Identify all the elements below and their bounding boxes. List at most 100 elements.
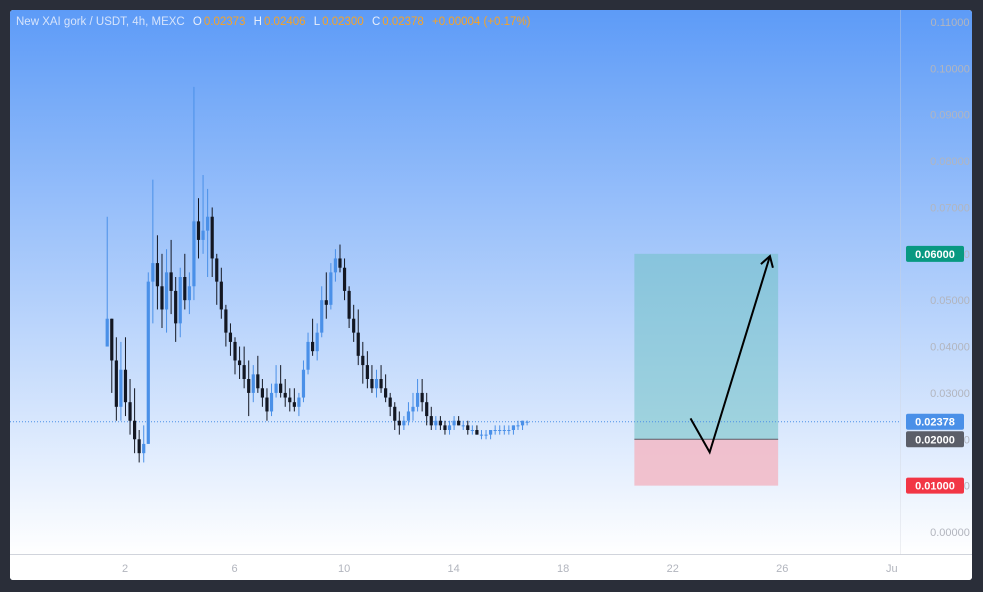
candle-body[interactable] [466, 425, 470, 430]
candlestick-series[interactable] [105, 86, 529, 463]
candle-body[interactable] [457, 420, 461, 426]
candle-body[interactable] [420, 392, 424, 403]
chart-panel[interactable]: 0.11000 0.10000 0.09000 0.08000 0.07000 0.060… [10, 10, 972, 580]
candle-body[interactable] [493, 430, 497, 431]
candle-body[interactable] [224, 309, 228, 333]
candle-body[interactable] [201, 230, 205, 240]
candle-body[interactable] [142, 443, 146, 454]
candle-body[interactable] [370, 379, 374, 389]
candle-body[interactable] [406, 411, 411, 421]
candle-body[interactable] [256, 374, 260, 389]
candle-body[interactable] [475, 430, 479, 435]
chart-canvas[interactable]: 0.11000 0.10000 0.09000 0.08000 0.07000 0.060… [10, 10, 972, 580]
candle-body[interactable] [484, 434, 488, 436]
candle-body[interactable] [374, 379, 379, 389]
candle-body[interactable] [520, 420, 525, 426]
candle-body[interactable] [447, 425, 452, 430]
candle-body[interactable] [210, 216, 214, 259]
candle-body[interactable] [219, 281, 223, 310]
candle-body[interactable] [511, 425, 516, 430]
candle-body[interactable] [507, 430, 511, 431]
candle-body[interactable] [452, 420, 456, 426]
candle-body[interactable] [415, 392, 420, 407]
candle-body[interactable] [146, 281, 150, 444]
candle-body[interactable] [461, 425, 465, 427]
candle-body[interactable] [292, 402, 296, 407]
candle-body[interactable] [178, 277, 182, 324]
candle-body[interactable] [306, 341, 310, 370]
candle-body[interactable] [297, 397, 301, 407]
candle-body[interactable] [137, 439, 141, 454]
candle-body[interactable] [338, 258, 342, 268]
candle-body[interactable] [489, 430, 493, 435]
candle-body[interactable] [333, 258, 338, 273]
candle-body[interactable] [470, 430, 474, 431]
candle-body[interactable] [347, 290, 351, 319]
candle-body[interactable] [329, 272, 333, 305]
candle-body[interactable] [133, 420, 137, 440]
candle-body[interactable] [196, 221, 201, 240]
candle-body[interactable] [356, 332, 360, 356]
candle-body[interactable] [183, 277, 187, 301]
candle-body[interactable] [393, 406, 397, 421]
candle-body[interactable] [379, 379, 383, 389]
projection-path[interactable] [689, 255, 771, 455]
candle-body[interactable] [237, 360, 242, 366]
candle-body[interactable] [128, 402, 132, 421]
candle-body[interactable] [269, 392, 274, 412]
candle-body[interactable] [352, 318, 356, 333]
candle-body[interactable] [384, 388, 388, 398]
candle-body[interactable] [498, 430, 502, 431]
candle-body[interactable] [169, 272, 173, 291]
profit-zone[interactable] [634, 253, 779, 440]
candle-body[interactable] [443, 425, 447, 430]
projection-arrow[interactable] [689, 254, 774, 455]
candle-body[interactable] [260, 388, 264, 398]
candle-body[interactable] [164, 272, 169, 310]
candle-body[interactable] [119, 369, 123, 407]
candle-body[interactable] [388, 397, 392, 407]
candle-body[interactable] [110, 318, 114, 361]
candle-body[interactable] [155, 263, 160, 287]
time-axis[interactable]: 2 6 10 14 18 22 26 Ju [122, 563, 898, 575]
candle-body[interactable] [288, 397, 292, 403]
candle-body[interactable] [320, 300, 324, 333]
candle-body[interactable] [279, 383, 283, 393]
candle-body[interactable] [361, 355, 365, 366]
candle-body[interactable] [324, 300, 328, 305]
candle-body[interactable] [187, 286, 191, 301]
candle-body[interactable] [438, 420, 442, 426]
long-position-tool[interactable] [634, 253, 779, 486]
candle-body[interactable] [315, 332, 319, 352]
candle-body[interactable] [397, 420, 401, 426]
candle-body[interactable] [247, 379, 251, 393]
candle-body[interactable] [242, 365, 246, 379]
candle-body[interactable] [411, 406, 415, 412]
candle-body[interactable] [233, 341, 237, 361]
candle-body[interactable] [160, 286, 164, 310]
candle-body[interactable] [105, 318, 109, 347]
candle-body[interactable] [434, 420, 438, 426]
candle-body[interactable] [525, 421, 529, 423]
candle-body[interactable] [251, 374, 255, 393]
candle-body[interactable] [283, 392, 287, 398]
candle-body[interactable] [365, 365, 369, 379]
candle-body[interactable] [274, 383, 278, 393]
candle-body[interactable] [215, 258, 219, 282]
candle-body[interactable] [311, 341, 315, 352]
symbol-title[interactable]: New XAI gork / USDT, 4h, MEXC [16, 16, 185, 28]
candle-body[interactable] [516, 425, 520, 427]
candle-body[interactable] [402, 420, 406, 426]
candle-body[interactable] [429, 416, 433, 426]
candle-body[interactable] [228, 332, 233, 342]
candle-body[interactable] [342, 267, 347, 291]
candle-body[interactable] [151, 263, 155, 282]
candle-body[interactable] [206, 216, 210, 231]
candle-body[interactable] [479, 434, 484, 436]
candle-body[interactable] [123, 369, 128, 403]
candle-body[interactable] [502, 430, 506, 431]
candle-body[interactable] [425, 402, 429, 417]
candle-body[interactable] [265, 397, 269, 412]
candle-body[interactable] [174, 290, 178, 324]
candle-body[interactable] [192, 221, 196, 287]
